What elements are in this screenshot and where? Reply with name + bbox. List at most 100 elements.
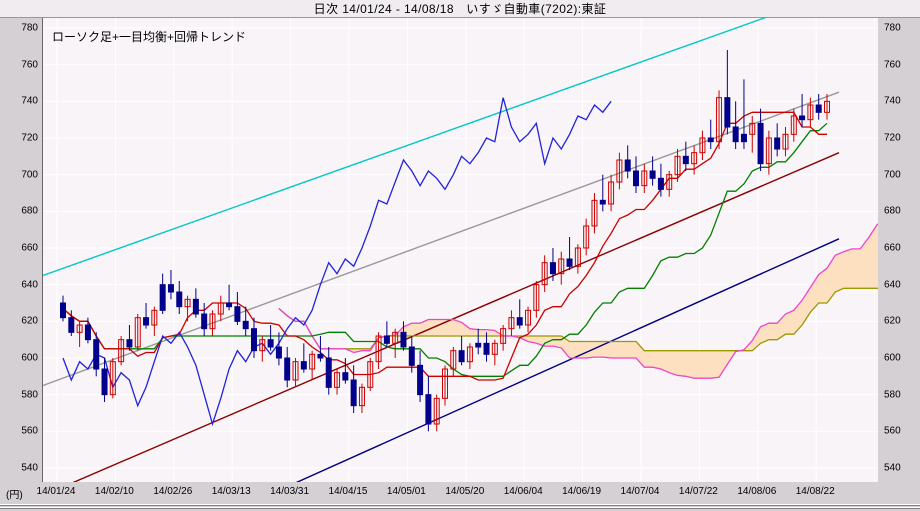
candlestick — [84, 324, 91, 341]
candlestick — [691, 152, 698, 165]
candlestick — [757, 122, 764, 165]
candlestick — [251, 328, 257, 352]
candlestick — [209, 313, 216, 330]
kijun-sen-line — [62, 122, 828, 377]
candlestick — [234, 306, 241, 322]
candlestick — [60, 302, 66, 319]
x-axis-tick: 14/08/22 — [795, 486, 835, 497]
candlestick — [566, 258, 573, 267]
x-axis-tick: 14/03/13 — [211, 486, 251, 497]
candlestick — [93, 339, 100, 370]
y-axis-tick: 640 — [884, 279, 901, 291]
candlestick — [599, 199, 606, 205]
candlestick — [242, 320, 249, 330]
candlestick — [641, 170, 648, 187]
tenkan-sen-line — [62, 111, 827, 381]
regression-lowest-band — [295, 238, 840, 482]
y-axis-tick: 620 — [884, 315, 901, 327]
candlestick — [275, 346, 282, 359]
candlestick — [549, 262, 556, 275]
x-axis-tick: 14/02/10 — [94, 486, 134, 497]
candlestick — [815, 104, 822, 113]
candlestick — [740, 133, 747, 143]
y-axis-tick: 700 — [21, 169, 38, 181]
candlestick — [799, 115, 806, 121]
candlestick — [774, 137, 781, 150]
candlestick — [201, 313, 208, 330]
x-axis-tick: 14/03/31 — [270, 486, 310, 497]
y-axis-tick: 540 — [21, 462, 38, 474]
y-axis-tick: 640 — [21, 279, 38, 291]
candlestick — [176, 291, 183, 308]
candlestick — [118, 339, 125, 363]
candlestick — [516, 317, 523, 326]
candlestick — [433, 397, 440, 425]
chart-plot-area[interactable] — [42, 18, 878, 482]
y-axis-tick: 580 — [21, 389, 38, 401]
candlestick — [732, 126, 739, 143]
y-axis-unit-label: (円) — [6, 490, 23, 501]
candlestick — [525, 309, 532, 326]
x-axis-tick: 14/02/26 — [153, 486, 193, 497]
y-axis-tick: 720 — [884, 132, 901, 144]
y-axis-tick: 600 — [884, 352, 901, 364]
candlestick — [450, 350, 457, 370]
candlestick — [500, 328, 507, 344]
chart-legend: ローソク足+一目均衡+回帰トレンド — [52, 30, 247, 44]
x-axis: (円) 14/01/24 14/02/10 14/02/26 14/03/13 14/0… — [0, 482, 920, 504]
regression-upper-band — [43, 18, 767, 277]
candlestick — [400, 331, 407, 348]
candlestick — [226, 302, 233, 308]
chart-canvas — [43, 18, 878, 482]
candlestick — [126, 339, 133, 348]
candlestick-series — [60, 50, 830, 432]
candlestick — [101, 368, 108, 396]
x-axis-tick: 14/05/20 — [445, 486, 485, 497]
candlestick — [442, 368, 448, 399]
candlestick — [76, 324, 83, 333]
candlestick — [358, 386, 365, 407]
y-axis-tick: 540 — [884, 462, 901, 474]
candlestick — [765, 137, 772, 165]
candlestick — [608, 181, 615, 205]
candlestick — [267, 339, 274, 348]
candlestick — [392, 331, 399, 344]
candlestick — [807, 104, 814, 121]
senkou-span-a-line — [278, 223, 878, 379]
y-axis-tick: 780 — [884, 22, 901, 34]
candlestick — [724, 97, 731, 128]
x-axis-tick: 14/06/04 — [503, 486, 543, 497]
y-axis-tick: 680 — [21, 205, 38, 217]
candlestick — [483, 342, 490, 355]
candlestick — [284, 357, 291, 381]
y-axis-tick: 700 — [884, 169, 901, 181]
window-bevel — [0, 504, 920, 511]
regression-mid-band — [43, 91, 840, 387]
candlestick — [383, 335, 390, 344]
candlestick — [491, 342, 498, 355]
candlestick — [674, 155, 681, 176]
x-axis-tick: 14/06/19 — [562, 486, 602, 497]
candlestick — [657, 177, 664, 190]
candlestick — [466, 346, 473, 363]
x-axis-tick: 14/01/24 — [36, 486, 76, 497]
y-axis-tick: 680 — [884, 205, 901, 217]
candlestick — [707, 137, 714, 143]
candlestick — [325, 357, 332, 388]
candlestick — [151, 309, 158, 326]
y-axis-tick: 580 — [884, 389, 901, 401]
candlestick — [259, 339, 266, 352]
candlestick — [342, 372, 349, 381]
candlestick — [682, 155, 689, 165]
y-axis-tick: 720 — [21, 132, 38, 144]
candlestick — [417, 364, 424, 396]
candlestick — [624, 159, 631, 172]
regression-lower-band — [72, 152, 840, 482]
candlestick — [666, 174, 673, 190]
candlestick — [375, 335, 382, 363]
chikou-span-line — [62, 97, 612, 427]
candlestick — [367, 361, 374, 388]
y-axis-tick: 740 — [21, 95, 38, 107]
window-title-bar: 日次 14/01/24 - 14/08/18 いすゞ自動車(7202):東証 — [0, 0, 920, 18]
